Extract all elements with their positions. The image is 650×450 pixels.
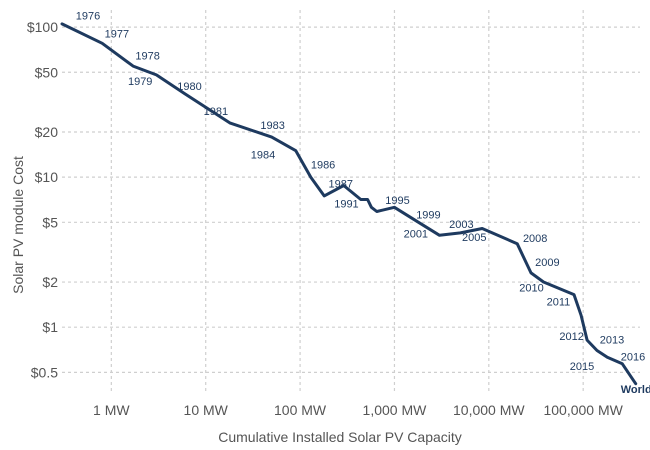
year-label-1991: 1991	[334, 198, 358, 210]
year-label-1979: 1979	[128, 76, 152, 88]
y-tick-label: $50	[35, 64, 59, 80]
y-gridlines	[62, 26, 640, 373]
y-tick-label: $20	[35, 124, 59, 140]
year-label-2012: 2012	[559, 331, 583, 343]
year-label-2013: 2013	[600, 334, 624, 346]
y-tick-label: $100	[27, 19, 58, 35]
year-label-2005: 2005	[462, 232, 486, 244]
year-label-1981: 1981	[204, 106, 228, 118]
x-tick-label: 10 MW	[184, 402, 229, 418]
year-label-1984: 1984	[251, 150, 275, 162]
x-tick-label: 100,000 MW	[543, 402, 623, 418]
y-tick-label: $2	[42, 274, 58, 290]
x-axis-title: Cumulative Installed Solar PV Capacity	[218, 429, 462, 445]
y-tick-label: $0.5	[31, 364, 58, 380]
y-tick-labels: $100 $50 $20 $10 $5 $2 $1 $0.5	[27, 19, 58, 380]
year-label-1980: 1980	[177, 81, 201, 93]
x-tick-label: 10,000 MW	[453, 402, 525, 418]
year-label-1999: 1999	[416, 210, 440, 222]
year-label-2015: 2015	[570, 361, 594, 373]
year-label-1983: 1983	[260, 120, 284, 132]
year-label-2001: 2001	[404, 229, 428, 241]
y-tick-label: $1	[42, 319, 58, 335]
y-tick-label: $10	[35, 169, 59, 185]
year-label-2008: 2008	[523, 233, 547, 245]
x-tick-label: 100 MW	[274, 402, 327, 418]
year-label-1995: 1995	[385, 195, 409, 207]
x-tick-labels: 1 MW 10 MW 100 MW 1,000 MW 10,000 MW 100,000 …	[93, 402, 624, 418]
year-labels: 1976 1977 1978 1979 1980 1981 1983 1984 1986 1987…	[76, 11, 645, 373]
year-label-2009: 2009	[535, 257, 559, 269]
y-axis-title: Solar PV module Cost	[10, 156, 26, 294]
year-label-1977: 1977	[105, 29, 129, 41]
year-label-1986: 1986	[311, 160, 335, 172]
y-tick-label: $5	[42, 214, 58, 230]
year-label-1978: 1978	[135, 50, 159, 62]
x-tick-label: 1 MW	[93, 402, 130, 418]
year-label-2011: 2011	[547, 296, 571, 308]
year-label-2016: 2016	[621, 351, 645, 363]
x-tick-label: 1,000 MW	[363, 402, 428, 418]
year-label-1987: 1987	[328, 179, 352, 191]
series-label-world: World	[621, 384, 650, 396]
year-label-2010: 2010	[519, 282, 543, 294]
series-line-world	[60, 22, 638, 386]
year-label-2003: 2003	[449, 219, 473, 231]
year-label-1976: 1976	[76, 11, 100, 23]
